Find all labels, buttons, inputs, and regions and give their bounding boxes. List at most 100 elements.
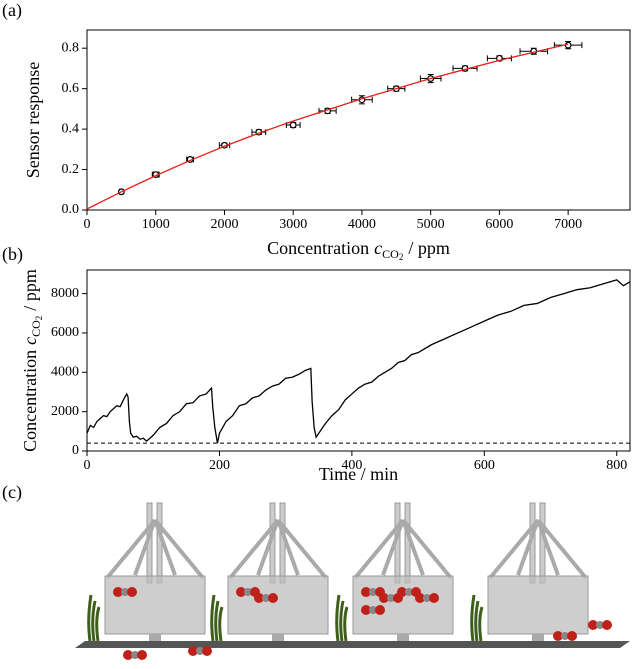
x-tick-label: 3000 [279,217,307,232]
grass [91,600,97,642]
ground [75,641,630,648]
grass [95,606,101,642]
label-unit: / ppm [20,269,40,311]
data-line [86,43,569,210]
molecule-oxygen [553,631,563,641]
panel-label: (a) [2,0,22,21]
label-subscript: CO [382,247,399,261]
x-tick-label: 5000 [417,217,445,232]
x-tick-label: 2000 [210,217,238,232]
grass [218,606,224,642]
label-unit: / ppm [408,238,450,258]
molecule-oxygen [268,593,278,603]
frame-strut [105,518,205,580]
x-tick-label: 600 [474,458,495,473]
molecule-oxygen [254,593,264,603]
frame-strut [353,518,453,580]
grass [335,594,341,642]
axis-label: Time / min [319,464,398,484]
molecule-carbon [561,632,569,640]
grass [87,594,93,642]
data-point [289,121,297,129]
molecule-oxygen [588,620,598,630]
sensor-foot [272,634,284,641]
molecule-oxygen [202,646,212,656]
grass [474,600,480,642]
sensor-foot [397,634,409,641]
label-symbol: c [20,337,40,345]
sensor-box [487,575,589,635]
x-tick-label: 200 [209,458,230,473]
x-tick-label: 800 [606,458,627,473]
axis-label: Concentration cCO2 / ppm [20,269,44,452]
grass [478,606,484,642]
grass [210,594,216,642]
sensor-box [104,575,206,635]
molecule-carbon [369,588,377,596]
y-tick-label: 0.2 [62,162,80,177]
molecule-oxygen [113,587,123,597]
y-tick-label: 0.0 [62,202,80,217]
y-tick-label: 6000 [51,325,79,340]
plot-frame [86,269,631,452]
grass [470,594,476,642]
molecule-oxygen [375,605,385,615]
molecule-carbon [262,594,270,602]
grass [343,606,349,642]
sensor-foot [532,634,544,641]
y-tick-label: 0.6 [62,81,80,96]
panel-label: (b) [2,244,23,265]
panel-label: (c) [2,482,22,503]
x-tick-label: 0 [84,217,91,232]
molecule-oxygen [236,587,246,597]
molecule-oxygen [379,593,389,603]
molecule-oxygen [415,593,425,603]
sensor-box [227,575,329,635]
grass [214,600,220,642]
label-text: Concentration [20,350,40,452]
y-tick-label: 2000 [51,404,79,419]
molecule-carbon [244,588,252,596]
frame-strut [228,518,328,580]
y-tick-label: 8000 [51,286,79,301]
sensor-foot [149,634,161,641]
molecule-oxygen [127,587,137,597]
label-subscript: 2 [34,316,44,321]
molecule-oxygen [567,631,577,641]
molecule-carbon [405,588,413,596]
data-line [86,279,631,444]
sensor-box [352,575,454,635]
molecule-oxygen [397,587,407,597]
x-tick-label: 1000 [142,217,170,232]
x-tick-label: 7000 [554,217,582,232]
label-subscript: CO [29,320,43,337]
molecule-carbon [196,647,204,655]
molecule-oxygen [123,650,133,660]
frame-strut [488,518,588,580]
y-tick-label: 4000 [51,365,79,380]
x-tick-label: 6000 [485,217,513,232]
molecule-carbon [596,621,604,629]
molecule-oxygen [429,593,439,603]
molecule-carbon [387,594,395,602]
y-tick-label: 0.8 [62,40,80,55]
molecule-oxygen [137,650,147,660]
molecule-oxygen [361,605,371,615]
sensor-illustration [75,502,630,660]
label-text: Concentration [267,238,369,258]
molecule-oxygen [361,587,371,597]
label-subscript: 2 [399,252,404,262]
plot-frame [86,29,631,211]
grass [339,600,345,642]
x-tick-label: 0 [84,458,91,473]
molecule-carbon [131,651,139,659]
molecule-oxygen [602,620,612,630]
molecule-carbon [369,606,377,614]
axis-label: Sensor response [23,62,43,178]
label-symbol: c [374,238,382,258]
x-tick-label: 4000 [348,217,376,232]
molecule-carbon [423,594,431,602]
y-tick-label: 0.4 [62,121,80,136]
